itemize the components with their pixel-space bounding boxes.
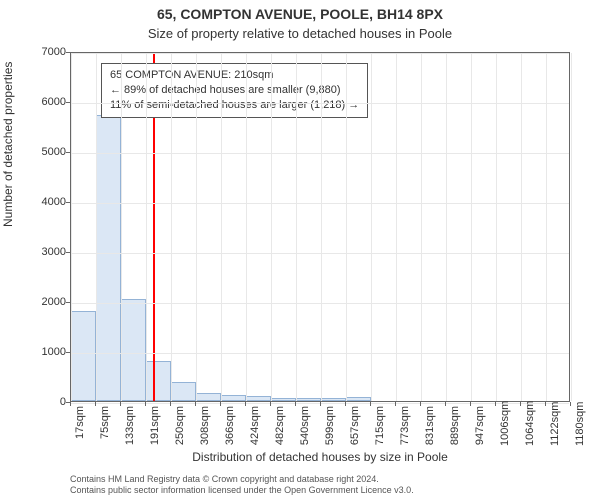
x-tick-mark <box>370 402 371 406</box>
histogram-bar <box>221 395 246 401</box>
y-tick-label: 5000 <box>6 146 66 158</box>
x-tick-label: 831sqm <box>424 406 436 446</box>
attribution-line: Contains HM Land Registry data © Crown c… <box>70 474 570 485</box>
histogram-bar <box>271 398 296 402</box>
x-tick-mark <box>345 402 346 406</box>
x-tick-label: 889sqm <box>449 406 461 446</box>
x-tick-mark <box>470 402 471 406</box>
y-tick-label: 6000 <box>6 96 66 108</box>
x-tick-label: 1180sqm <box>574 406 586 446</box>
y-tick-mark <box>66 202 70 203</box>
x-tick-mark <box>395 402 396 406</box>
gridline-v <box>321 53 322 401</box>
y-tick-label: 0 <box>6 396 66 408</box>
x-tick-label: 424sqm <box>249 406 261 446</box>
x-tick-label: 17sqm <box>74 406 86 446</box>
y-tick-mark <box>66 302 70 303</box>
x-tick-label: 1064sqm <box>524 406 536 446</box>
x-tick-label: 482sqm <box>274 406 286 446</box>
x-tick-mark <box>295 402 296 406</box>
x-tick-mark <box>245 402 246 406</box>
gridline-v <box>396 53 397 401</box>
y-tick-mark <box>66 352 70 353</box>
y-tick-mark <box>66 252 70 253</box>
chart-title-main: 65, COMPTON AVENUE, POOLE, BH14 8PX <box>0 6 600 22</box>
y-tick-label: 7000 <box>6 46 66 58</box>
x-tick-mark <box>545 402 546 406</box>
gridline-v <box>521 53 522 401</box>
x-tick-label: 1006sqm <box>499 406 511 446</box>
attribution-line: Contains public sector information licen… <box>70 485 570 496</box>
y-tick-label: 4000 <box>6 196 66 208</box>
chart-title-sub: Size of property relative to detached ho… <box>0 26 600 41</box>
y-tick-mark <box>66 152 70 153</box>
gridline-v <box>246 53 247 401</box>
gridline-v <box>96 53 97 401</box>
x-tick-label: 947sqm <box>474 406 486 446</box>
histogram-bar <box>121 299 146 401</box>
y-tick-mark <box>66 102 70 103</box>
x-tick-label: 773sqm <box>399 406 411 446</box>
histogram-bar <box>296 398 321 401</box>
x-tick-label: 366sqm <box>224 406 236 446</box>
histogram-bar <box>346 397 371 401</box>
x-tick-label: 657sqm <box>349 406 361 446</box>
gridline-v <box>221 53 222 401</box>
x-tick-label: 715sqm <box>374 406 386 446</box>
gridline-v <box>446 53 447 401</box>
histogram-bar <box>96 115 121 402</box>
chart-container: 65, COMPTON AVENUE, POOLE, BH14 8PX Size… <box>0 0 600 500</box>
histogram-bar <box>146 361 171 401</box>
histogram-bar <box>246 396 271 401</box>
gridline-v <box>496 53 497 401</box>
x-tick-mark <box>520 402 521 406</box>
x-tick-mark <box>220 402 221 406</box>
y-tick-label: 1000 <box>6 346 66 358</box>
x-tick-mark <box>170 402 171 406</box>
x-tick-label: 1122sqm <box>549 406 561 446</box>
gridline-v <box>371 53 372 401</box>
x-tick-mark <box>445 402 446 406</box>
x-axis-label: Distribution of detached houses by size … <box>70 450 570 464</box>
gridline-v <box>171 53 172 401</box>
histogram-bar <box>321 398 346 401</box>
plot-area: 65 COMPTON AVENUE: 210sqm← 89% of detach… <box>70 52 570 402</box>
x-tick-mark <box>270 402 271 406</box>
attribution-text: Contains HM Land Registry data © Crown c… <box>70 474 570 496</box>
y-tick-mark <box>66 52 70 53</box>
gridline-v <box>121 53 122 401</box>
x-tick-label: 133sqm <box>124 406 136 446</box>
x-tick-label: 250sqm <box>174 406 186 446</box>
gridline-v <box>146 53 147 401</box>
x-tick-mark <box>495 402 496 406</box>
histogram-bar <box>171 382 196 401</box>
x-tick-mark <box>420 402 421 406</box>
y-tick-label: 3000 <box>6 246 66 258</box>
x-tick-mark <box>145 402 146 406</box>
gridline-v <box>571 53 572 401</box>
x-tick-mark <box>70 402 71 406</box>
x-tick-mark <box>120 402 121 406</box>
y-tick-label: 2000 <box>6 296 66 308</box>
gridline-v <box>346 53 347 401</box>
x-tick-label: 191sqm <box>149 406 161 446</box>
gridline-v <box>296 53 297 401</box>
gridline-v <box>546 53 547 401</box>
histogram-bar <box>71 311 96 401</box>
x-tick-label: 599sqm <box>324 406 336 446</box>
x-tick-mark <box>95 402 96 406</box>
x-tick-mark <box>570 402 571 406</box>
x-tick-mark <box>320 402 321 406</box>
gridline-v <box>421 53 422 401</box>
x-tick-mark <box>195 402 196 406</box>
x-tick-label: 308sqm <box>199 406 211 446</box>
x-tick-label: 540sqm <box>299 406 311 446</box>
gridline-v <box>271 53 272 401</box>
histogram-bar <box>196 393 221 401</box>
gridline-v <box>196 53 197 401</box>
x-tick-label: 75sqm <box>99 406 111 446</box>
gridline-v <box>471 53 472 401</box>
gridline-v <box>71 53 72 401</box>
info-box: 65 COMPTON AVENUE: 210sqm← 89% of detach… <box>101 63 368 118</box>
